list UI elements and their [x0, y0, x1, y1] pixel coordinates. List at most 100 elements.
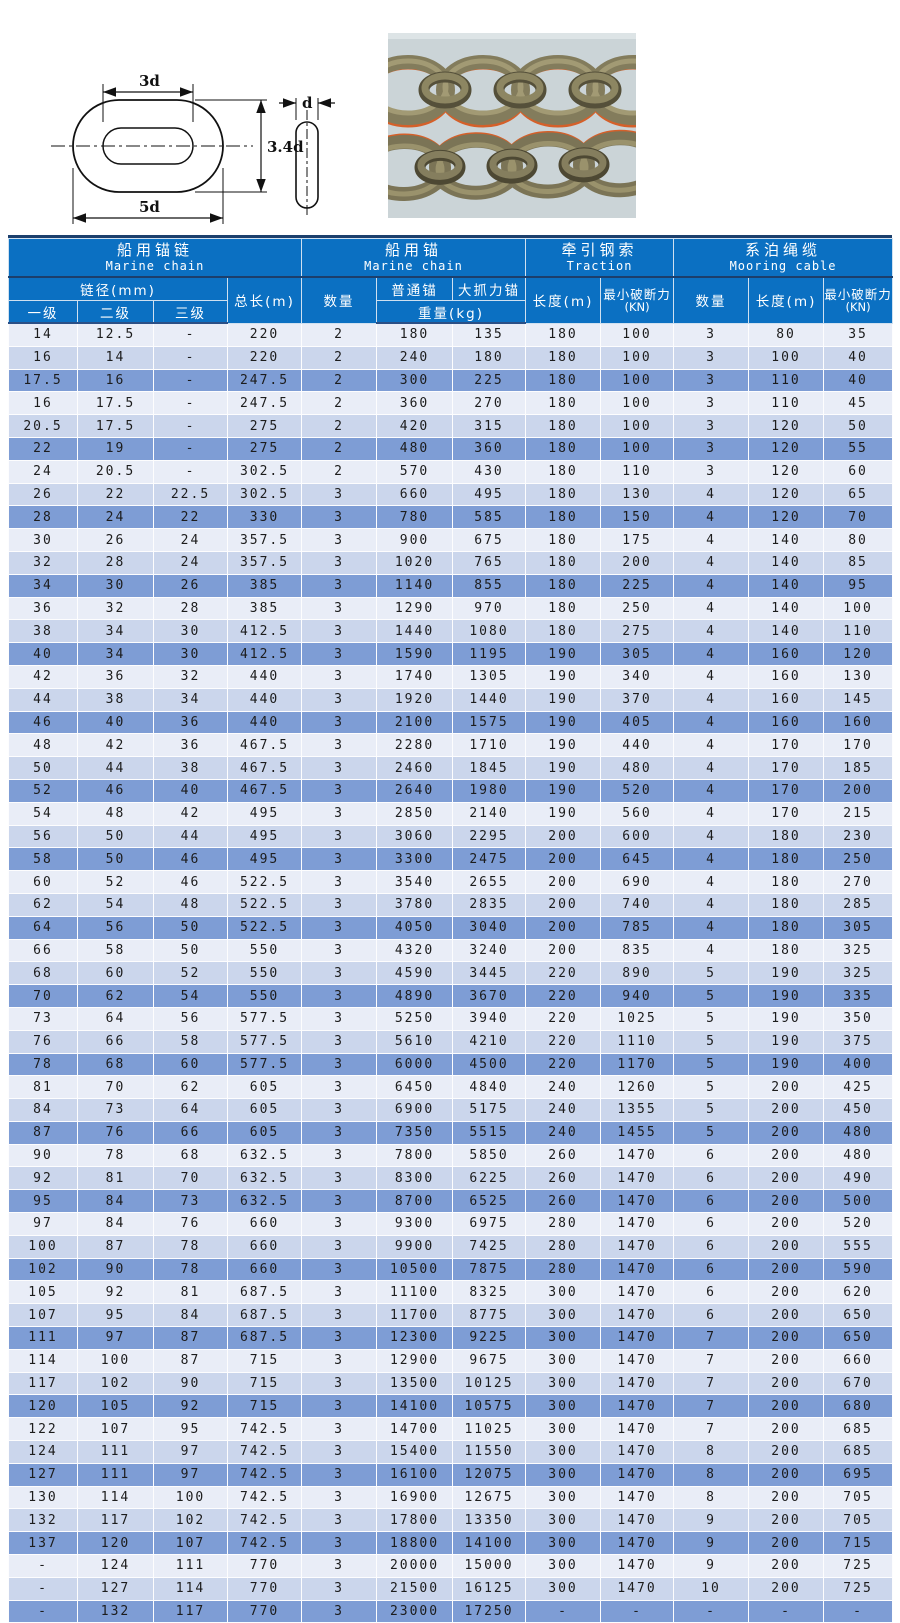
subheader-row-1: 链径(mm) 总长(m) 数量 普通锚 大抓力锚 长度(m) 最小破断力 (KN… [8, 276, 894, 324]
table-row: 120 105 92 715 3 14100 10575 300 1470 7 200 680 [8, 1394, 894, 1419]
table-cell: 180 [525, 391, 602, 416]
table-cell: 632.5 [226, 1189, 303, 1214]
table-cell: 220 [226, 322, 303, 347]
group-marine-chain: 船用锚链 Marine chain [7, 238, 303, 278]
table-cell: 705 [823, 1485, 894, 1510]
table-cell: 19 [77, 436, 154, 461]
table-cell: 280 [525, 1234, 602, 1259]
table-cell: 42 [153, 801, 228, 826]
col-total-length: 总长(m) [226, 276, 303, 324]
table-cell: 500 [823, 1189, 894, 1214]
table-cell: 52 [8, 778, 78, 803]
table-cell: - [153, 391, 228, 416]
table-cell: 190 [748, 1006, 825, 1031]
table-cell: 100 [600, 391, 675, 416]
table-cell: 600 [600, 824, 675, 849]
table-cell: 84 [77, 1189, 154, 1214]
bar-section-diagram: d [278, 90, 338, 218]
table-cell: 200 [600, 550, 675, 575]
table-cell: 17.5 [8, 368, 78, 393]
table-cell: 835 [600, 938, 675, 963]
table-cell: 16100 [376, 1462, 454, 1487]
table-cell: - [153, 368, 228, 393]
table-cell: 120 [8, 1394, 78, 1419]
table-cell: 14100 [376, 1394, 454, 1419]
table-cell: 3 [301, 984, 378, 1008]
table-cell: 7 [673, 1371, 750, 1396]
table-cell: 400 [823, 1052, 894, 1077]
table-cell: 200 [525, 915, 602, 940]
table-cell: 45 [823, 391, 894, 416]
table-cell: 5 [673, 1029, 750, 1054]
table-cell: 140 [748, 528, 825, 552]
table-row: 111 97 87 687.5 3 12300 9225 300 1470 7 200 650 [8, 1326, 894, 1350]
table-cell: 64 [8, 915, 78, 940]
table-cell: 480 [823, 1120, 894, 1145]
table-cell: 1110 [600, 1029, 675, 1054]
table-cell: 3 [301, 1234, 378, 1259]
table-cell: 200 [748, 1576, 825, 1601]
table-cell: 60 [8, 870, 78, 894]
table-cell: 120 [748, 414, 825, 438]
table-cell: - [748, 1599, 825, 1623]
mooring-breaking-label: 最小破断力 [824, 286, 892, 302]
table-cell: 42 [77, 733, 154, 758]
table-cell: 50 [77, 847, 154, 872]
table-cell: 3 [301, 1280, 378, 1305]
table-cell: 1470 [600, 1348, 675, 1373]
table-cell: 4 [673, 482, 750, 507]
table-cell: 770 [226, 1554, 303, 1578]
table-cell: - [823, 1599, 894, 1623]
table-cell: 95 [823, 573, 894, 598]
table-cell: 46 [8, 710, 78, 735]
table-cell: 467.5 [226, 756, 303, 780]
table-cell: 1455 [600, 1120, 675, 1145]
table-cell: 450 [823, 1098, 894, 1122]
table-cell: 4 [673, 573, 750, 598]
table-cell: 102 [153, 1508, 228, 1533]
table-cell: 92 [77, 1280, 154, 1305]
col-mooring-length: 长度(m) [748, 276, 825, 324]
table-cell: 247.5 [226, 368, 303, 393]
table-cell: 495 [226, 847, 303, 872]
table-cell: 685 [823, 1440, 894, 1464]
table-cell: 1195 [452, 642, 527, 666]
table-cell: 10 [673, 1576, 750, 1601]
table-cell: 3 [301, 1029, 378, 1054]
table-cell: - [153, 414, 228, 438]
table-row: 92 81 70 632.5 3 8300 6225 260 1470 6 200 490 [8, 1166, 894, 1191]
table-row: 70 62 54 550 3 4890 3670 220 940 5 190 335 [8, 984, 894, 1008]
table-top-border [8, 235, 892, 238]
table-cell: 1470 [600, 1576, 675, 1601]
table-cell: 117 [8, 1371, 78, 1396]
table-cell: 15400 [376, 1440, 454, 1464]
table-cell: 3 [301, 1554, 378, 1578]
table-cell: 14700 [376, 1417, 454, 1442]
table-cell: 3 [301, 1212, 378, 1236]
table-cell: 1470 [600, 1326, 675, 1350]
table-cell: 14100 [452, 1531, 527, 1556]
table-row: -127 114 770 3 21500 16125 300 1470 10 200 725 [8, 1576, 894, 1601]
table-cell: 87 [153, 1326, 228, 1350]
table-cell: 3 [301, 1417, 378, 1442]
table-cell: 190 [525, 778, 602, 803]
table-cell: 280 [525, 1257, 602, 1282]
table-cell: 95 [153, 1417, 228, 1442]
table-cell: - [600, 1599, 675, 1623]
table-row: 46 40 36 440 3 2100 1575 190 405 4 160 160 [8, 710, 894, 735]
table-cell: 285 [823, 892, 894, 917]
table-cell: 170 [748, 733, 825, 758]
table-cell: 200 [748, 1326, 825, 1350]
table-cell: 32 [77, 596, 154, 621]
table-cell: 440 [600, 733, 675, 758]
table-row: -132 117 770 3 23000 17250- - - - - [8, 1599, 894, 1623]
table-cell: 3040 [452, 915, 527, 940]
table-cell: 2460 [376, 756, 454, 780]
table-cell: 21500 [376, 1576, 454, 1601]
table-cell: 1140 [376, 573, 454, 598]
table-cell: 12675 [452, 1485, 527, 1510]
table-row: 60 52 46 522.5 3 3540 2655 200 690 4 180 270 [8, 870, 894, 894]
table-cell: 200 [748, 1098, 825, 1122]
table-cell: 2 [301, 459, 378, 484]
table-cell: 68 [153, 1143, 228, 1168]
